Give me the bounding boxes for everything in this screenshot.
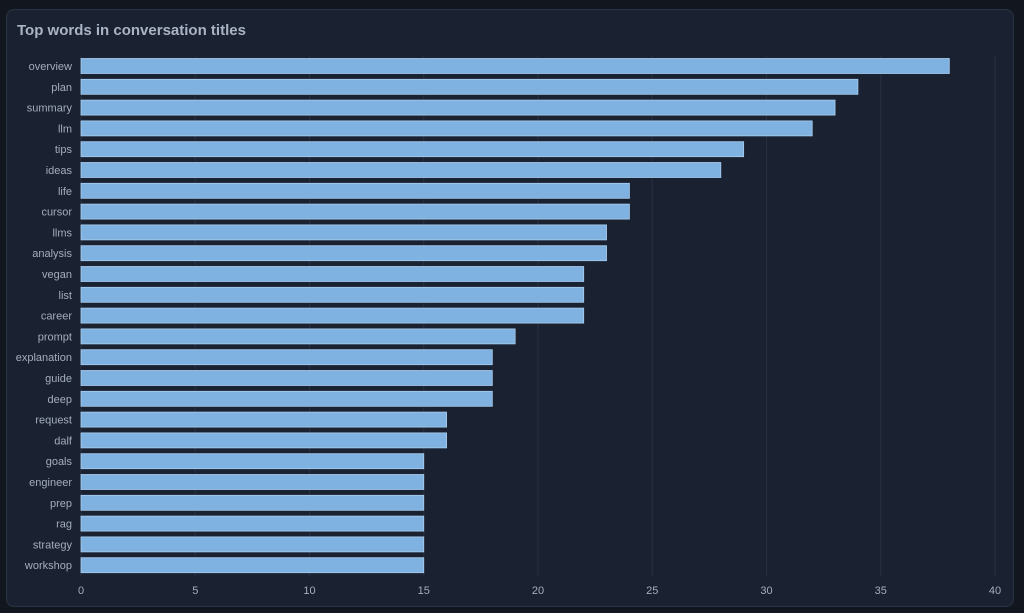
y-tick-label: llm [58, 123, 72, 135]
y-tick-label: plan [51, 82, 72, 94]
bar-tips [80, 141, 745, 158]
bar-goals [80, 453, 425, 470]
y-tick-label: life [58, 186, 72, 198]
bar-engineer [80, 474, 425, 490]
y-tick-label: dalf [54, 435, 73, 447]
y-tick-label: explanation [16, 352, 72, 364]
x-tick-label: 35 [875, 585, 887, 597]
x-tick-label: 20 [532, 585, 544, 597]
bar-guide [80, 370, 493, 386]
y-tick-label: overview [29, 61, 72, 73]
bar-summary [80, 99, 836, 116]
x-tick-label: 40 [989, 585, 1001, 597]
y-tick-label: tips [55, 144, 73, 156]
y-tick-label: prep [50, 498, 72, 510]
y-tick-label: analysis [32, 248, 72, 260]
bar-explanation [80, 349, 493, 366]
bar-vegan [80, 266, 585, 282]
bar-prompt [80, 328, 516, 345]
y-tick-label: career [41, 311, 73, 323]
x-tick-label: 30 [760, 585, 772, 597]
y-tick-label: llms [52, 227, 72, 239]
y-tick-label: strategy [33, 539, 73, 551]
bar-rag [80, 515, 425, 532]
chart-title: Top words in conversation titles [17, 22, 246, 39]
bar-overview [80, 58, 950, 74]
x-tick-label: 0 [78, 585, 84, 597]
bar-llms [80, 224, 607, 241]
bar-plan [80, 78, 859, 95]
bar-llm [80, 120, 813, 137]
y-tick-label: guide [45, 373, 72, 385]
y-tick-label: engineer [29, 477, 72, 489]
y-tick-label: deep [48, 394, 72, 406]
y-tick-label: rag [56, 519, 72, 531]
y-tick-label: cursor [41, 207, 72, 219]
y-tick-label: goals [46, 456, 73, 468]
bar-analysis [80, 245, 607, 262]
bar-list [80, 286, 585, 303]
bar-career [80, 307, 585, 324]
bar-workshop [80, 557, 425, 574]
y-tick-label: workshop [24, 560, 72, 572]
y-tick-label: prompt [38, 331, 72, 343]
y-tick-label: vegan [42, 269, 72, 281]
bar-request [80, 411, 448, 428]
bar-ideas [80, 162, 722, 178]
bar-cursor [80, 203, 630, 220]
y-tick-label: request [35, 415, 72, 427]
bar-deep [80, 390, 493, 407]
x-tick-label: 25 [646, 585, 658, 597]
bar-life [80, 182, 630, 199]
bar-prep [80, 494, 425, 511]
y-tick-label: ideas [46, 165, 73, 177]
x-tick-label: 15 [418, 585, 430, 597]
y-tick-label: list [59, 290, 72, 302]
x-tick-label: 10 [303, 585, 315, 597]
bar-strategy [80, 536, 425, 553]
x-tick-label: 5 [192, 585, 198, 597]
y-tick-label: summary [27, 103, 73, 115]
bar-dalf [80, 432, 448, 449]
